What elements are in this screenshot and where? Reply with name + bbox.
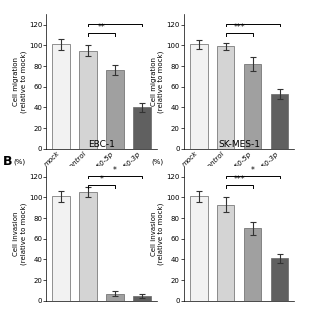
- Text: ***: ***: [233, 175, 245, 185]
- Text: *: *: [100, 175, 104, 185]
- Text: *: *: [251, 166, 255, 175]
- Bar: [244, 228, 261, 301]
- Y-axis label: Cell migration
(relative to mock): Cell migration (relative to mock): [151, 51, 164, 113]
- Y-axis label: Cell migration
(relative to mock): Cell migration (relative to mock): [13, 51, 27, 113]
- Text: (%): (%): [151, 158, 163, 165]
- Y-axis label: Cell invasion
(relative to mock): Cell invasion (relative to mock): [151, 203, 164, 265]
- Title: SK-MES-1: SK-MES-1: [218, 140, 260, 149]
- Bar: [106, 70, 124, 149]
- Text: (%): (%): [13, 158, 25, 165]
- Bar: [244, 64, 261, 149]
- Bar: [52, 44, 70, 149]
- Bar: [52, 196, 70, 301]
- Bar: [190, 196, 208, 301]
- Bar: [271, 259, 288, 301]
- Bar: [79, 192, 97, 301]
- Bar: [133, 108, 151, 149]
- Bar: [190, 44, 208, 149]
- Bar: [271, 94, 288, 149]
- Bar: [79, 51, 97, 149]
- Bar: [217, 205, 235, 301]
- Bar: [217, 46, 235, 149]
- Y-axis label: Cell invasion
(relative to mock): Cell invasion (relative to mock): [13, 203, 27, 265]
- Text: ***: ***: [233, 23, 245, 33]
- Text: B: B: [3, 155, 13, 168]
- Text: **: **: [98, 23, 106, 33]
- Title: EBC-1: EBC-1: [88, 140, 115, 149]
- Text: *: *: [113, 166, 117, 175]
- Bar: [106, 293, 124, 301]
- Bar: [133, 296, 151, 301]
